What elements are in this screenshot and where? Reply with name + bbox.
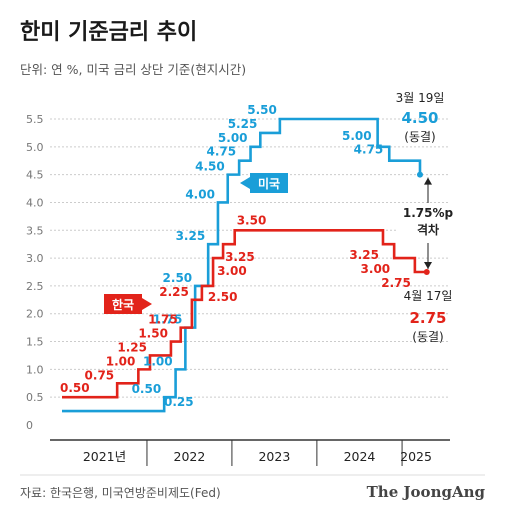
kr-data-label: 3.00: [361, 262, 391, 276]
brand-logo: The JoongAng: [367, 483, 486, 501]
y-tick-label: 2.5: [26, 280, 44, 293]
us-tag-arrow: [240, 177, 250, 189]
kr-data-label: 2.50: [208, 290, 238, 304]
data-labels: 0.250.501.001.752.503.254.004.504.755.00…: [60, 103, 411, 409]
kr-data-label: 0.50: [60, 381, 90, 395]
us-data-label: 5.00: [218, 131, 248, 145]
us-data-label: 3.25: [176, 229, 206, 243]
x-tick-label: 2023: [258, 449, 290, 464]
kr-tag-box: [104, 294, 142, 314]
y-tick-label: 5.5: [26, 113, 44, 126]
us-data-label: 5.25: [228, 117, 258, 131]
y-tick-label: 1.0: [26, 363, 44, 376]
us-data-label: 1.00: [143, 354, 173, 368]
kr-data-label: 3.00: [217, 264, 247, 278]
source-note: 자료: 한국은행, 미국연방준비제도(Fed): [20, 485, 221, 500]
kr-rate-line: [62, 228, 427, 399]
y-tick-label: 0: [26, 419, 33, 432]
gap-arrow-bottom: [424, 262, 432, 269]
kr-tag-arrow: [142, 298, 152, 310]
us-tag-label: 미국: [258, 176, 280, 191]
gap-value: 1.75%p: [403, 206, 454, 220]
y-axis-ticks: 0 0.5 1.0 1.5 2.0 2.5 3.0 3.5 4.0 4.5 5.0 5.5: [26, 113, 44, 432]
kr-data-label: 2.75: [381, 276, 411, 290]
kr-data-label: 0.75: [85, 368, 115, 382]
y-tick-label: 4.0: [26, 196, 44, 209]
chart-subtitle: 단위: 연 %, 미국 금리 상단 기준(현지시간): [20, 62, 246, 77]
us-date-note: 3월 19일: [396, 91, 445, 105]
us-tag-box: [250, 173, 288, 193]
gap-indicator: 1.75%p 격차: [398, 177, 458, 269]
kr-data-label: 1.00: [106, 354, 136, 368]
x-tick-label: 2024: [344, 449, 376, 464]
x-tick-label: 2021년: [83, 449, 126, 464]
kr-status-note: (동결): [412, 330, 443, 344]
series-lines: [62, 117, 430, 413]
us-data-label: 1.75: [153, 313, 183, 327]
x-axis: 2021년 2022 2023 2024 2025: [50, 439, 450, 466]
kr-data-label: 1.25: [117, 340, 147, 354]
kr-tag-label: 한국: [112, 297, 134, 312]
us-data-label: 4.75: [354, 143, 384, 157]
y-tick-label: 5.0: [26, 141, 44, 154]
us-data-label: 5.50: [247, 103, 277, 117]
us-data-label: 0.25: [164, 395, 194, 409]
x-tick-label: 2025: [400, 449, 432, 464]
kr-data-label: 1.50: [138, 327, 168, 341]
y-tick-label: 1.5: [26, 336, 44, 349]
gap-label-bg: [398, 203, 458, 243]
kr-data-label: 3.25: [225, 250, 255, 264]
kr-data-label: 3.50: [237, 213, 267, 227]
kr-date-note: 4월 17일: [404, 289, 453, 303]
chart-title: 한미 기준금리 추이: [20, 20, 197, 45]
kr-data-label: 3.25: [349, 248, 379, 262]
us-data-label: 4.50: [195, 160, 225, 174]
y-tick-label: 3.0: [26, 252, 44, 265]
x-tick-label: 2022: [174, 449, 206, 464]
y-tick-label: 4.5: [26, 169, 44, 182]
us-end-point: [416, 171, 423, 178]
gap-label: 격차: [417, 222, 439, 237]
kr-data-label: 1.75: [148, 313, 178, 327]
us-data-label: 4.00: [185, 187, 215, 201]
us-data-label: 5.00: [342, 129, 372, 143]
us-data-label: 4.75: [207, 145, 237, 159]
y-tick-label: 3.5: [26, 224, 44, 237]
y-tick-label: 0.5: [26, 391, 44, 404]
kr-tag: 한국: [104, 294, 152, 314]
us-tag: 미국: [240, 173, 288, 193]
kr-end-point: [423, 269, 430, 275]
kr-data-label: 2.25: [159, 285, 189, 299]
us-value-note: 4.50: [401, 109, 438, 127]
us-status-note: (동결): [404, 130, 435, 144]
us-data-label: 2.50: [163, 271, 193, 285]
us-rate-line: [62, 117, 422, 413]
kr-value-note: 2.75: [409, 309, 446, 327]
us-data-label: 0.50: [132, 382, 162, 396]
y-tick-label: 2.0: [26, 308, 44, 321]
gap-arrow-top: [424, 177, 432, 185]
